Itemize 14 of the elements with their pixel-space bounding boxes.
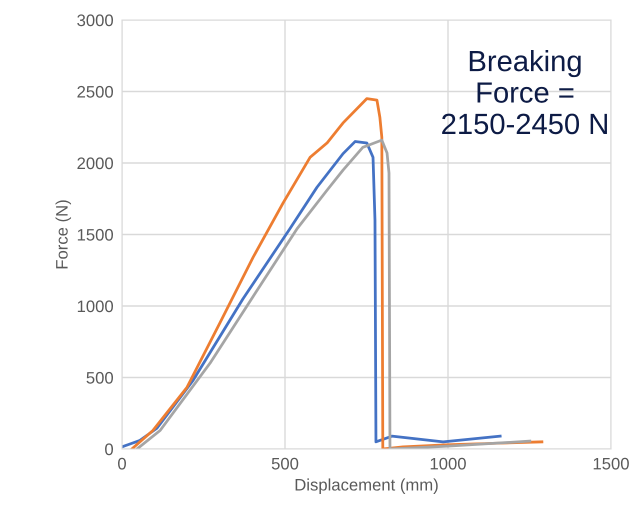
x-tick-label: 1000: [430, 458, 466, 470]
y-tick-label: 2500: [77, 86, 114, 98]
y-tick-label: 2000: [77, 157, 114, 170]
x-tick-label: 0: [118, 458, 126, 470]
y-tick-label: 3000: [77, 14, 114, 26]
y-tick-label: 1000: [78, 300, 114, 312]
y-tick-label: 1500: [78, 228, 114, 241]
x-tick-label: 1500: [594, 458, 629, 470]
annotation: Breaking Force = 2150-2450 N: [442, 50, 607, 134]
x-axis-title: Displacement (mm): [296, 478, 438, 494]
y-tick-label: 500: [86, 372, 114, 384]
x-tick-label: 500: [272, 458, 298, 470]
y-tick-label: 0: [105, 443, 114, 456]
y-axis-title: Force (N): [56, 200, 72, 268]
